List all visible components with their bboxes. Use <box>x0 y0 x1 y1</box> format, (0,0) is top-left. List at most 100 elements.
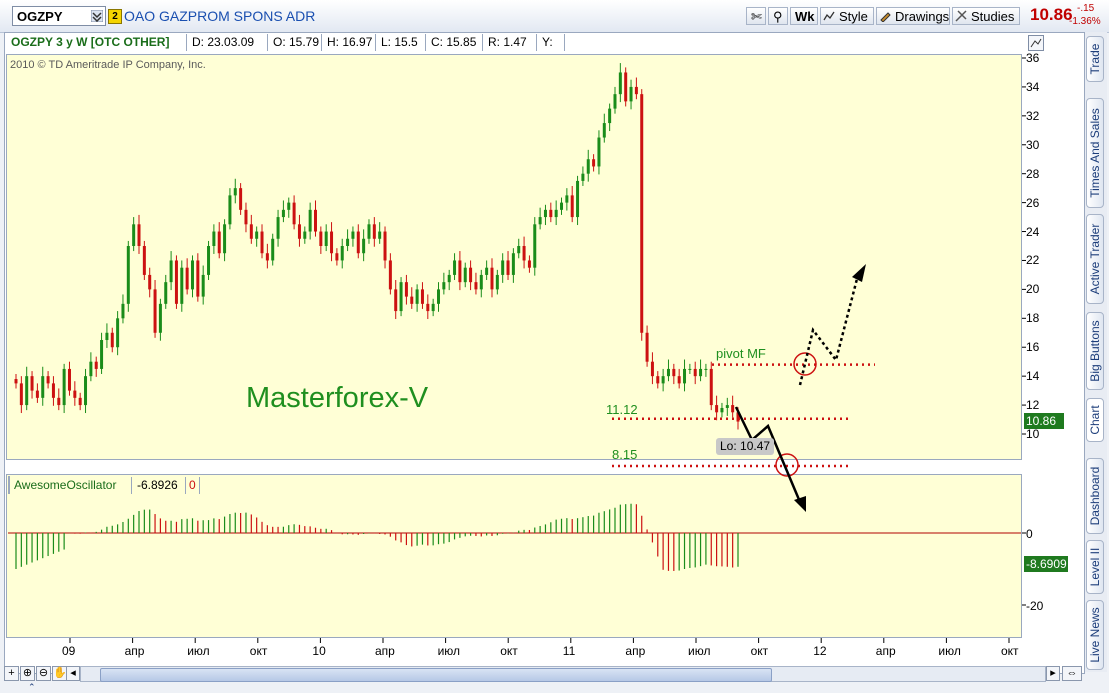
chart-title: OGZPY 3 y W [OTC OTHER] <box>6 34 187 51</box>
studies-label[interactable]: Studies <box>952 7 1020 25</box>
studies-button[interactable]: Studies <box>952 7 1020 25</box>
oscillator-header: AwesomeOscillator -6.8926 0 <box>8 476 200 494</box>
symbol-selector[interactable]: OGZPY <box>12 6 106 26</box>
crosshair-icon[interactable]: + <box>4 666 19 681</box>
candle-body <box>474 282 478 290</box>
candle-body <box>677 376 681 384</box>
tab-label[interactable]: Times And Sales <box>1088 108 1102 198</box>
candle-body <box>174 260 178 304</box>
candle-body <box>570 195 574 218</box>
scroll-left-icon[interactable]: ◂ <box>66 666 80 681</box>
candle-body <box>260 231 264 254</box>
time-axis-label: июл <box>187 644 210 658</box>
candle-body <box>142 246 146 275</box>
oscillator-pane[interactable] <box>6 474 1022 638</box>
tab-label[interactable]: Level II <box>1088 547 1102 587</box>
tab-trade[interactable]: Trade <box>1086 36 1104 82</box>
candle-body <box>554 209 558 218</box>
tab-dashboard[interactable]: Dashboard <box>1086 458 1104 534</box>
collapse-chevron-icon[interactable]: ⌃ <box>28 682 36 692</box>
tab-active-trader[interactable]: Active Trader <box>1086 214 1104 304</box>
zoom-out-icon[interactable]: ⊖ <box>36 666 51 681</box>
tab-label[interactable]: Dashboard <box>1088 466 1102 526</box>
candle-body <box>196 260 200 297</box>
candle-body <box>420 289 424 304</box>
candle-body <box>249 224 253 239</box>
aggregation-button[interactable]: Wk <box>790 7 818 25</box>
tools-icon[interactable]: ✄ <box>746 7 766 25</box>
tab-label[interactable]: Active Trader <box>1088 223 1102 295</box>
pan-hand-icon[interactable]: ✋ <box>52 666 67 681</box>
candle-body <box>602 123 606 138</box>
expand-icon[interactable]: ⇔ <box>1062 666 1082 681</box>
tab-times-and-sales[interactable]: Times And Sales <box>1086 98 1104 208</box>
zoom-in-icon[interactable]: ⊕ <box>20 666 35 681</box>
time-axis-label: июл <box>437 644 461 658</box>
drawings-label[interactable]: Drawings <box>876 7 950 25</box>
bullish-arrowhead <box>852 264 866 282</box>
studies-icon <box>955 10 967 22</box>
osc-zero-value: 0 <box>186 477 200 494</box>
candle-body <box>121 303 125 319</box>
candle-body <box>415 289 419 304</box>
candle-body <box>169 260 173 283</box>
candle-body <box>383 231 387 261</box>
candle-body <box>479 274 483 290</box>
candle-body <box>190 260 194 290</box>
candle-body <box>629 86 633 102</box>
candle-body <box>244 209 248 225</box>
pivot-label: pivot MF <box>716 346 766 361</box>
tab-label[interactable]: Big Buttons <box>1088 320 1102 382</box>
candle-body <box>100 340 104 369</box>
candle-body <box>597 137 601 167</box>
tab-chart[interactable]: Chart <box>1086 398 1104 442</box>
candle-body <box>78 397 82 406</box>
symbol-text[interactable]: OGZPY <box>17 9 63 24</box>
style-button[interactable]: Style <box>820 7 874 25</box>
osc-value: -6.8926 <box>132 477 186 494</box>
candle-body <box>683 368 687 384</box>
price-axis-label: 28 <box>1026 166 1040 181</box>
candle-body <box>73 390 77 398</box>
level-815-label: 8.15 <box>612 447 638 462</box>
time-axis-label: 10 <box>312 644 326 658</box>
candle-body <box>126 246 130 304</box>
candle-body <box>265 253 269 261</box>
scroll-right-icon[interactable]: ▸ <box>1046 666 1060 681</box>
candle-body <box>335 253 339 261</box>
link-icon[interactable]: ⚲ <box>768 7 788 25</box>
tab-label[interactable]: Chart <box>1088 405 1102 435</box>
chevron-down-icon[interactable] <box>91 10 103 22</box>
price-axis-label: 20 <box>1026 282 1040 297</box>
copyright-text: 2010 © TD Ameritrade IP Company, Inc. <box>10 59 206 71</box>
info-low: L: 15.5 <box>376 34 426 51</box>
info-close: C: 15.85 <box>426 34 483 51</box>
candle-body <box>378 231 382 239</box>
candle-body <box>297 224 301 239</box>
price-axis-label: 26 <box>1026 195 1040 210</box>
candle-body <box>501 260 505 275</box>
pivot-circle <box>793 352 817 376</box>
chart-settings-icon[interactable] <box>1028 35 1044 51</box>
candle-body <box>207 246 211 275</box>
top-toolbar: OGZPY 2 OAO GAZPROM SPONS ADR ✄ ⚲ Wk Sty… <box>0 0 1109 33</box>
tab-level-ii[interactable]: Level II <box>1086 540 1104 594</box>
tab-label[interactable]: Trade <box>1088 43 1102 75</box>
drawings-button[interactable]: Drawings <box>876 7 950 25</box>
time-axis-label: 09 <box>62 644 76 658</box>
scrollbar-thumb[interactable] <box>100 668 772 682</box>
tab-live-news[interactable]: Live News <box>1086 600 1104 670</box>
watermark-text: Masterforex-V <box>246 382 429 414</box>
tab-big-buttons[interactable]: Big Buttons <box>1086 312 1104 390</box>
link-group-badge[interactable]: 2 <box>108 9 122 24</box>
style-label[interactable]: Style <box>820 7 874 25</box>
candle-body <box>57 397 61 406</box>
candle-body <box>153 289 157 333</box>
candle-body <box>303 231 307 239</box>
candle-body <box>731 405 735 413</box>
info-open: O: 15.79 <box>268 34 322 51</box>
candle-body <box>51 383 55 398</box>
tab-label[interactable]: Live News <box>1088 607 1102 663</box>
candle-body <box>217 231 221 254</box>
